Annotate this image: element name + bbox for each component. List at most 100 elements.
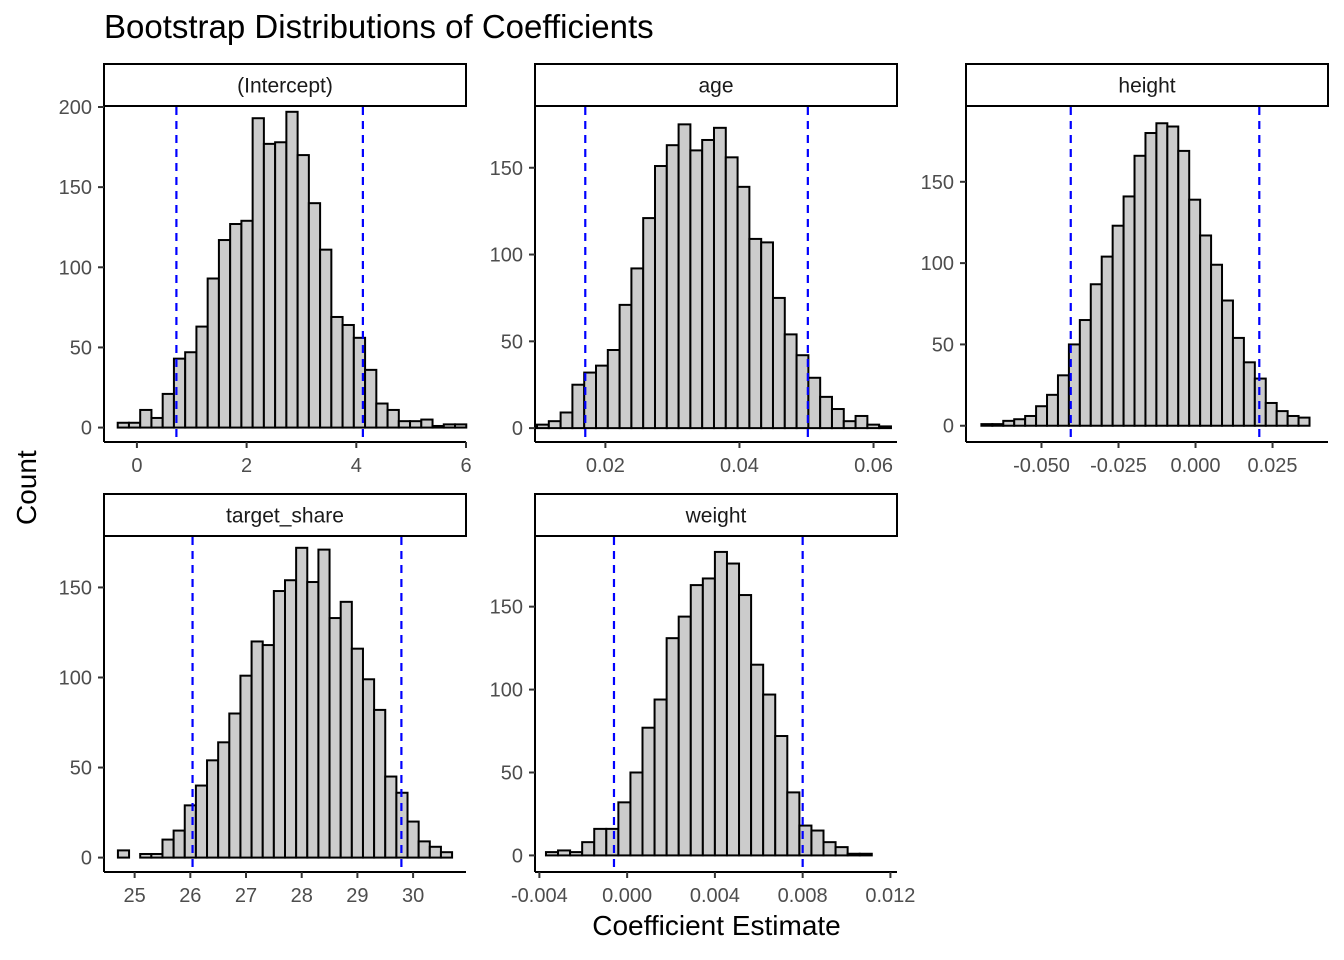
panel-age: age 0 50 100 150 0.02 0.04 0.06	[490, 63, 898, 477]
histogram-bar	[295, 546, 309, 859]
x-tick-label: 0	[131, 455, 142, 477]
y-tick-label: 0	[943, 416, 954, 438]
x-tick-label: 0.000	[602, 885, 652, 907]
histogram-bar	[712, 126, 727, 430]
histogram-bar	[701, 577, 716, 857]
histogram-bar	[830, 408, 845, 430]
y-tick-label: 100	[490, 245, 523, 267]
histogram-bar	[606, 349, 621, 430]
y-tick-label: 150	[490, 158, 523, 180]
histogram-bar	[641, 726, 656, 857]
histogram-bar	[618, 303, 633, 430]
panel-intercept: (Intercept) 0 50 100 150 200 0 2 4 6	[59, 63, 472, 477]
y-tick-label: 100	[921, 253, 954, 275]
histogram-bar	[183, 804, 197, 859]
histogram-bar	[559, 411, 574, 430]
histogram-bar	[1078, 319, 1092, 427]
histogram-bar	[386, 408, 400, 429]
y-tick-label: 150	[490, 597, 523, 619]
histogram-bar	[677, 123, 692, 430]
y-tick-label: 150	[59, 577, 92, 599]
y-tick-label: 0	[81, 418, 92, 440]
histogram-bar	[228, 712, 242, 859]
histogram-bar	[1122, 195, 1136, 427]
y-tick-label: 50	[501, 762, 523, 784]
histogram-bar	[1002, 419, 1016, 427]
histogram-bar	[1046, 393, 1059, 427]
x-tick-label: 0.004	[690, 885, 740, 907]
x-tick-label: 27	[235, 885, 257, 907]
histogram-bar	[364, 368, 378, 429]
histogram-bar	[846, 852, 861, 857]
histogram-bar	[783, 333, 798, 430]
x-tick-label: 26	[179, 885, 201, 907]
histogram-bar	[1024, 414, 1038, 427]
histogram-bar	[195, 325, 209, 429]
histogram-bar	[547, 420, 562, 430]
histogram-bar	[736, 185, 751, 430]
facet-strip	[103, 63, 467, 107]
histogram-bar	[665, 637, 680, 857]
histogram-bar	[361, 678, 376, 859]
y-tick-label: 50	[501, 331, 523, 353]
histogram-bar	[642, 217, 656, 430]
histogram-bar	[341, 323, 355, 429]
histogram-bar	[653, 698, 668, 857]
x-tick-label: 28	[291, 885, 313, 907]
histogram-bar	[217, 741, 231, 859]
histogram-bar	[328, 617, 342, 859]
x-tick-label: 25	[124, 885, 146, 907]
histogram-bar	[1144, 132, 1158, 427]
histogram-bar	[810, 829, 825, 857]
histogram-bar	[689, 584, 704, 857]
histogram-bar	[373, 708, 387, 859]
histogram-bar	[206, 759, 220, 859]
x-axis-title: Coefficient Estimate	[592, 910, 841, 941]
facet-strip-label: target_share	[226, 505, 344, 528]
histogram-bar	[184, 351, 198, 429]
histogram-bar	[834, 846, 849, 857]
histogram-bar	[593, 827, 608, 857]
histogram-bar	[439, 851, 454, 859]
x-tick-label: 0.008	[778, 885, 828, 907]
histogram-bar	[150, 416, 164, 429]
panel-weight: weight 0 50 100 150 -0.004 0.000 0.004 0.008 0.01…	[490, 493, 915, 907]
histogram-bar	[1100, 255, 1114, 427]
histogram-bar	[262, 142, 277, 429]
histogram-bar	[677, 615, 692, 857]
x-tick-label: -0.050	[1013, 455, 1070, 477]
x-tick-label: 2	[241, 455, 252, 477]
histogram-bar	[1221, 299, 1234, 427]
histogram-bar	[240, 219, 254, 429]
x-tick-label: 0.02	[586, 455, 625, 477]
histogram-bar	[161, 392, 175, 429]
histogram-bar	[284, 579, 298, 859]
histogram-bar	[1177, 149, 1191, 427]
facet-strip-label: age	[698, 75, 733, 98]
histogram-bar	[350, 647, 364, 859]
histogram-bar	[1166, 125, 1180, 427]
histogram-bar	[854, 414, 869, 430]
histogram-bar	[842, 420, 857, 430]
histogram-bar	[822, 841, 837, 857]
histogram-bar	[127, 421, 142, 429]
histogram-bar	[274, 141, 288, 429]
histogram-bar	[653, 165, 668, 430]
histogram-bar	[442, 423, 457, 429]
histogram-bar	[762, 693, 777, 857]
x-tick-label: 0.04	[720, 455, 759, 477]
y-tick-label: 50	[70, 758, 92, 780]
histogram-bar	[1133, 154, 1147, 427]
y-tick-label: 100	[59, 257, 92, 279]
histogram-bar	[420, 418, 434, 429]
histogram-bar	[724, 156, 739, 430]
histogram-bar	[306, 581, 320, 859]
histogram-bar	[319, 248, 333, 429]
histogram-bar	[1013, 418, 1027, 427]
facet-strip	[965, 63, 1329, 107]
histogram-bar	[1231, 336, 1245, 427]
facet-strip	[534, 493, 898, 537]
histogram-bar	[431, 424, 445, 429]
histogram-bar	[689, 149, 704, 430]
histogram-bar	[748, 237, 763, 430]
